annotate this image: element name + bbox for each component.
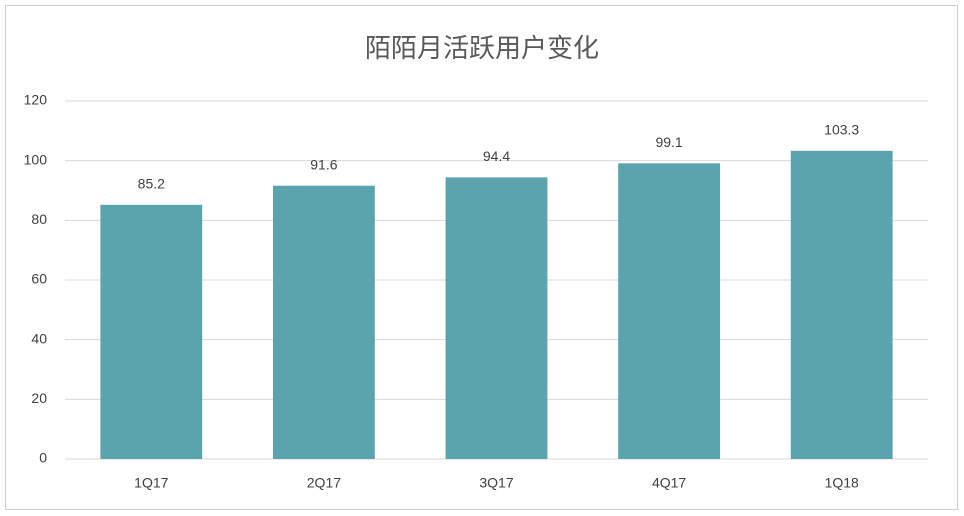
data-label: 94.4 [483,148,510,164]
y-tick-label: 20 [31,390,47,406]
chart-title: 陌陌月活跃用户变化 [365,33,599,63]
bar [100,204,203,459]
data-label: 99.1 [655,134,682,150]
data-label: 85.2 [138,176,165,192]
bar [272,185,375,459]
data-label: 103.3 [824,122,859,138]
x-tick-label: 4Q17 [652,475,686,491]
bar [445,177,548,459]
y-tick-label: 40 [31,330,47,346]
data-label: 91.6 [310,156,337,172]
y-tick-label: 120 [24,92,48,108]
y-tick-label: 80 [31,211,47,227]
x-tick-label: 1Q17 [134,475,168,491]
y-tick-label: 60 [31,271,47,287]
bar [790,150,893,460]
y-tick-label: 100 [24,151,48,167]
y-tick-label: 0 [39,450,47,466]
x-tick-label: 2Q17 [307,475,341,491]
x-tick-label: 3Q17 [479,475,513,491]
bar [618,163,721,459]
x-tick-label: 1Q18 [825,475,859,491]
